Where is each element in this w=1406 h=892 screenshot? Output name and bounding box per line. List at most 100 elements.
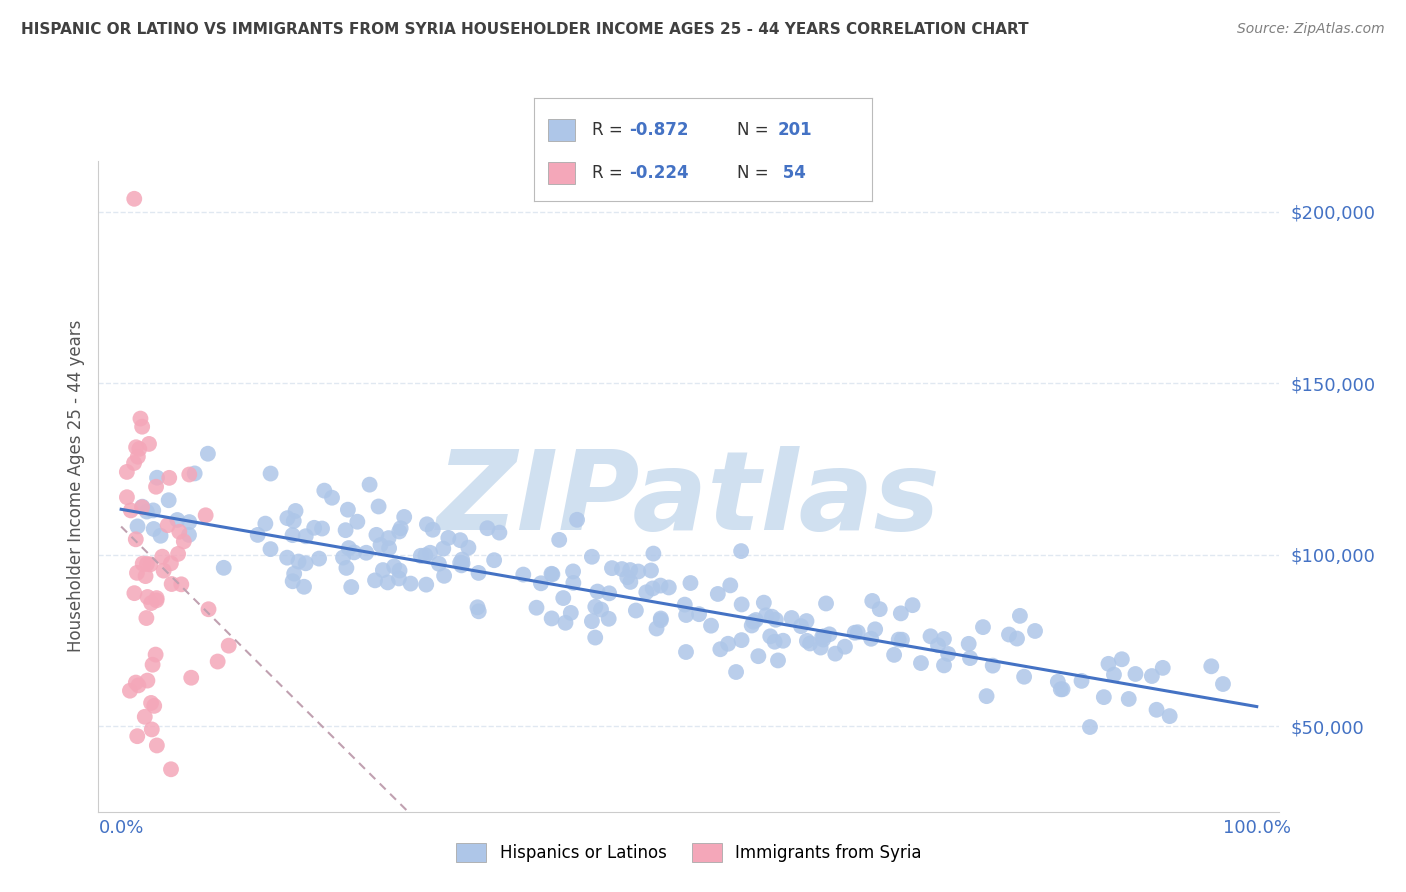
- Y-axis label: Householder Income Ages 25 - 44 years: Householder Income Ages 25 - 44 years: [66, 320, 84, 652]
- Point: [810, 640, 832, 655]
- Point: [183, 467, 205, 481]
- Point: [540, 611, 562, 625]
- Point: [382, 559, 405, 574]
- Point: [115, 465, 138, 479]
- Point: [146, 471, 169, 485]
- Point: [131, 500, 153, 515]
- Point: [125, 440, 148, 454]
- Point: [388, 564, 411, 578]
- Text: ZIPatlas: ZIPatlas: [437, 446, 941, 553]
- Point: [467, 604, 489, 618]
- Point: [335, 561, 357, 575]
- Point: [281, 574, 304, 589]
- Point: [869, 602, 891, 616]
- Point: [138, 437, 160, 451]
- Point: [194, 508, 217, 523]
- Point: [451, 557, 474, 571]
- Point: [610, 562, 633, 576]
- Point: [901, 598, 924, 612]
- Point: [415, 549, 437, 563]
- Point: [679, 576, 702, 591]
- Point: [370, 538, 392, 552]
- Point: [131, 419, 153, 434]
- Point: [526, 600, 548, 615]
- Point: [1046, 674, 1069, 689]
- Text: N =: N =: [737, 121, 773, 139]
- Point: [141, 596, 163, 610]
- Point: [477, 521, 499, 535]
- Point: [761, 609, 783, 624]
- Point: [281, 528, 304, 542]
- Point: [765, 613, 787, 627]
- Point: [553, 591, 575, 605]
- Point: [336, 502, 359, 516]
- Point: [860, 632, 883, 646]
- Text: -0.224: -0.224: [628, 164, 689, 182]
- Point: [129, 411, 152, 425]
- Point: [124, 586, 146, 600]
- Point: [364, 574, 387, 588]
- Bar: [548, 161, 575, 185]
- Point: [314, 483, 336, 498]
- Point: [143, 698, 166, 713]
- Point: [218, 639, 240, 653]
- Point: [650, 578, 672, 592]
- Point: [688, 607, 710, 622]
- Point: [796, 614, 818, 628]
- Point: [128, 442, 150, 456]
- Point: [863, 623, 886, 637]
- Point: [136, 673, 159, 688]
- Point: [619, 574, 641, 589]
- Point: [1092, 690, 1115, 705]
- Point: [932, 632, 955, 646]
- Text: -0.872: -0.872: [628, 121, 689, 139]
- Point: [450, 558, 472, 573]
- Point: [624, 603, 647, 617]
- Point: [340, 580, 363, 594]
- Text: R =: R =: [592, 164, 627, 182]
- Point: [976, 689, 998, 703]
- Point: [467, 600, 489, 615]
- Point: [399, 576, 422, 591]
- Point: [294, 556, 316, 570]
- Point: [675, 645, 697, 659]
- Point: [844, 625, 866, 640]
- Point: [173, 534, 195, 549]
- Point: [377, 575, 399, 590]
- Point: [135, 569, 157, 583]
- Point: [177, 528, 200, 542]
- Point: [389, 521, 412, 535]
- Point: [145, 480, 167, 494]
- Point: [742, 615, 765, 629]
- Point: [1146, 703, 1168, 717]
- Point: [562, 575, 585, 590]
- Point: [127, 450, 149, 464]
- Point: [1212, 677, 1234, 691]
- Point: [619, 563, 641, 577]
- Point: [846, 625, 869, 640]
- Point: [135, 504, 157, 518]
- Point: [451, 552, 474, 566]
- Point: [433, 569, 456, 583]
- Point: [1201, 659, 1223, 673]
- Point: [675, 607, 697, 622]
- Point: [354, 546, 377, 560]
- Point: [335, 523, 357, 537]
- Point: [179, 515, 201, 529]
- Point: [565, 513, 588, 527]
- Point: [1152, 661, 1174, 675]
- Point: [673, 598, 696, 612]
- Point: [772, 633, 794, 648]
- Point: [1125, 667, 1147, 681]
- Point: [759, 629, 782, 643]
- Point: [419, 546, 441, 560]
- Point: [149, 529, 172, 543]
- Point: [818, 627, 841, 641]
- Text: N =: N =: [737, 164, 773, 182]
- Point: [415, 577, 437, 591]
- Point: [554, 615, 576, 630]
- Point: [730, 633, 752, 648]
- Point: [125, 675, 148, 690]
- Point: [409, 549, 432, 563]
- Point: [1159, 709, 1181, 723]
